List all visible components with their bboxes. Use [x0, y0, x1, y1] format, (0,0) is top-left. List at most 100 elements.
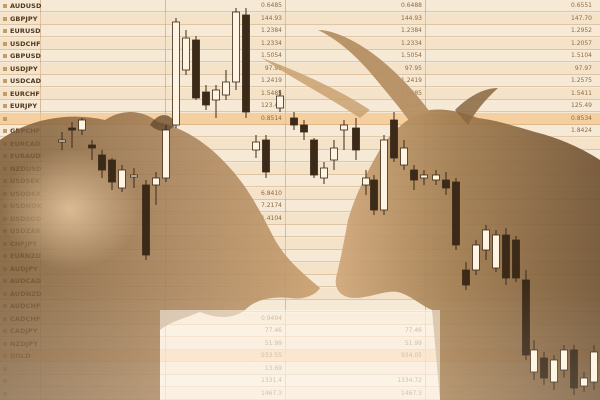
- ticker-value: 1.5411: [550, 88, 592, 100]
- ticker-value: 97.97: [550, 63, 592, 75]
- candle-body: [482, 229, 490, 251]
- candle-body: [202, 91, 210, 106]
- candle-body: [118, 169, 126, 189]
- ticker-value: 1.4104: [240, 213, 282, 225]
- ticker-symbol: EURCHF: [3, 88, 40, 100]
- ticker-symbol: USDCHF: [3, 38, 41, 50]
- bull-silhouette: [262, 30, 600, 400]
- ticker-value: 97.95: [380, 63, 422, 75]
- candle-body: [530, 349, 538, 373]
- candle-body: [182, 37, 190, 71]
- ticker-value: 1.5054: [240, 50, 282, 62]
- candle-body: [472, 244, 480, 271]
- candle-body: [512, 239, 520, 279]
- candle-body: [232, 11, 240, 83]
- bear-silhouette: [0, 112, 320, 400]
- ticker-value: 1.2334: [240, 38, 282, 50]
- ticker-value: 0.6485: [240, 0, 282, 12]
- candle-body: [290, 117, 298, 126]
- ticker-symbol: EURJPY: [3, 100, 37, 112]
- ticker-symbol: USDJPY: [3, 63, 38, 75]
- ticker-value: 1.5104: [550, 50, 592, 62]
- candle-body: [380, 139, 388, 211]
- ticker-value: 7.2174: [240, 200, 282, 212]
- ticker-value: 144.93: [380, 13, 422, 25]
- candle-body: [432, 174, 440, 181]
- candle-body: [142, 184, 150, 256]
- candle-body: [310, 139, 318, 176]
- candle-body: [152, 177, 160, 186]
- candle-body: [590, 351, 598, 383]
- candle-body: [78, 119, 86, 131]
- candle-body: [370, 179, 378, 211]
- ticker-symbol: USDCAD: [3, 75, 41, 87]
- ticker-symbol: AUDUSD: [3, 0, 41, 12]
- candle-body: [212, 89, 220, 101]
- candle-body: [88, 144, 96, 149]
- candle-body: [420, 174, 428, 179]
- ticker-value: 1.5485: [240, 88, 282, 100]
- ticker-value: 1.2952: [550, 25, 592, 37]
- ticker-value: 1.2334: [380, 38, 422, 50]
- ticker-value: 6.8410: [240, 188, 282, 200]
- ticker-value: 0.6551: [550, 0, 592, 12]
- candle-body: [222, 81, 230, 96]
- candle-body: [162, 129, 170, 179]
- candle-body: [492, 234, 500, 269]
- candle-body: [340, 124, 348, 131]
- ticker-value: 125.49: [550, 100, 592, 112]
- ticker-value: 144.93: [240, 13, 282, 25]
- ticker-row: GBPUSD 1.5054 1.5054 1.5104: [0, 50, 600, 62]
- candle-body: [242, 14, 250, 113]
- candle-body: [362, 177, 370, 186]
- ticker-value: 1.2575: [550, 75, 592, 87]
- ticker-value: 1.5054: [380, 50, 422, 62]
- candle-body: [252, 141, 260, 151]
- ticker-row: GBPJPY 144.93 144.93 147.70: [0, 12, 600, 25]
- ticker-value: 0.8514: [240, 113, 282, 125]
- candle-body: [390, 119, 398, 159]
- candle-body: [262, 139, 270, 173]
- ticker-row: EURCHF1.54851.54851.5411: [0, 87, 600, 100]
- ticker-value: 0.8534: [550, 113, 592, 125]
- ticker-symbol: EURUSD: [3, 25, 41, 37]
- ticker-value: 123.47: [240, 100, 282, 112]
- ticker-value: 1.2384: [240, 25, 282, 37]
- ticker-symbol: GBPJPY: [3, 13, 38, 25]
- ticker-value: 0.6488: [380, 0, 422, 12]
- candle-body: [502, 234, 510, 279]
- candle-body: [560, 349, 568, 371]
- candle-body: [300, 124, 308, 133]
- candle-body: [540, 357, 548, 379]
- ticker-value: 97.95: [240, 63, 282, 75]
- ticker-value: 1.2419: [240, 75, 282, 87]
- ticker-row: USDCAD 1.2419 1.2419 1.2575: [0, 75, 600, 87]
- candle-body: [570, 349, 578, 389]
- ticker-row: AUDUSD 0.6485 0.6488 0.6551: [0, 0, 600, 12]
- candle-body: [400, 147, 408, 166]
- candle-body: [108, 159, 116, 183]
- candle-body: [452, 181, 460, 246]
- candle-body: [462, 269, 470, 286]
- candle-body: [98, 154, 106, 171]
- candle-body: [580, 377, 588, 387]
- ticker-row: USDCHF 1.2334 1.2334 1.2057: [0, 37, 600, 50]
- ticker-value: 1.2419: [380, 75, 422, 87]
- ticker-value: 147.70: [550, 13, 592, 25]
- candle-body: [522, 279, 530, 356]
- ticker-value: 1.2384: [380, 25, 422, 37]
- candle-body: [130, 174, 138, 178]
- candle-body: [550, 359, 558, 383]
- candle-body: [320, 167, 328, 179]
- ticker-symbol: GBPUSD: [3, 50, 41, 62]
- bull-horn-icon: [318, 30, 430, 122]
- candle-body: [192, 39, 200, 99]
- bull-horn-icon: [455, 88, 498, 125]
- column-divider: [285, 0, 286, 400]
- ticker-value: 1.8424: [550, 125, 592, 137]
- ticker-value: 1.2057: [550, 38, 592, 50]
